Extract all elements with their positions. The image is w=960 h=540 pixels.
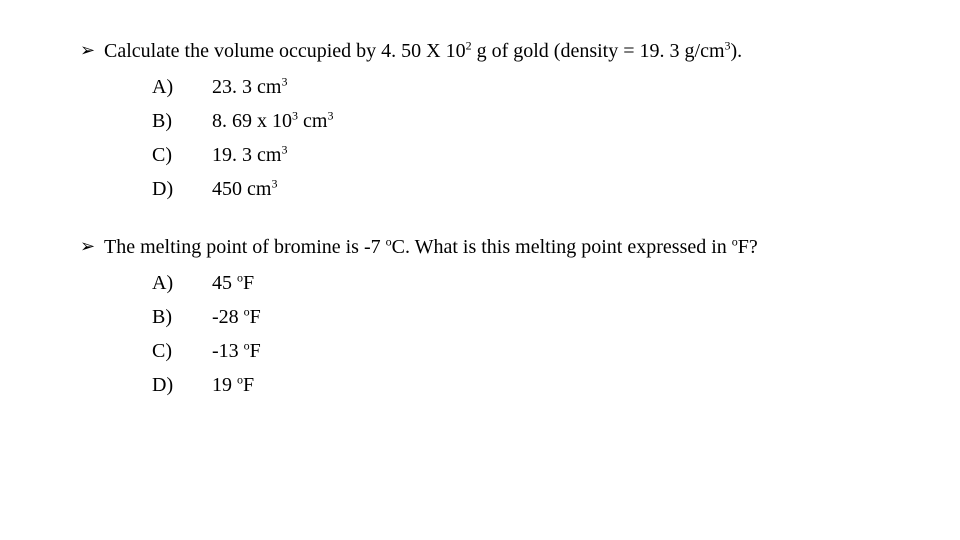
bullet-icon: ➢ <box>80 38 104 62</box>
option-value: 19 oF <box>212 372 880 398</box>
option-value: -28 oF <box>212 304 880 330</box>
question-text: Calculate the volume occupied by 4. 50 X… <box>104 38 880 64</box>
option-label: D) <box>152 176 212 202</box>
options-list: A) 45 oF B) -28 oF C) -13 oF D) 19 oF <box>152 270 880 398</box>
question-row: ➢ Calculate the volume occupied by 4. 50… <box>80 38 880 64</box>
bullet-icon: ➢ <box>80 234 104 258</box>
option-value: -13 oF <box>212 338 880 364</box>
option-row: B) -28 oF <box>152 304 880 330</box>
option-label: D) <box>152 372 212 398</box>
option-value: 19. 3 cm3 <box>212 142 880 168</box>
option-row: D) 450 cm3 <box>152 176 880 202</box>
option-label: B) <box>152 304 212 330</box>
option-row: A) 45 oF <box>152 270 880 296</box>
option-label: A) <box>152 74 212 100</box>
options-list: A) 23. 3 cm3 B) 8. 69 x 103 cm3 C) 19. 3… <box>152 74 880 202</box>
question-row: ➢ The melting point of bromine is -7 oC.… <box>80 234 880 260</box>
option-value: 23. 3 cm3 <box>212 74 880 100</box>
option-value: 450 cm3 <box>212 176 880 202</box>
option-label: C) <box>152 142 212 168</box>
option-row: C) -13 oF <box>152 338 880 364</box>
option-label: B) <box>152 108 212 134</box>
page: ➢ Calculate the volume occupied by 4. 50… <box>0 0 960 398</box>
question-block: ➢ Calculate the volume occupied by 4. 50… <box>80 38 880 202</box>
option-row: A) 23. 3 cm3 <box>152 74 880 100</box>
option-row: B) 8. 69 x 103 cm3 <box>152 108 880 134</box>
option-label: A) <box>152 270 212 296</box>
option-value: 45 oF <box>212 270 880 296</box>
option-row: C) 19. 3 cm3 <box>152 142 880 168</box>
question-text: The melting point of bromine is -7 oC. W… <box>104 234 880 260</box>
option-row: D) 19 oF <box>152 372 880 398</box>
option-label: C) <box>152 338 212 364</box>
question-block: ➢ The melting point of bromine is -7 oC.… <box>80 234 880 398</box>
option-value: 8. 69 x 103 cm3 <box>212 108 880 134</box>
